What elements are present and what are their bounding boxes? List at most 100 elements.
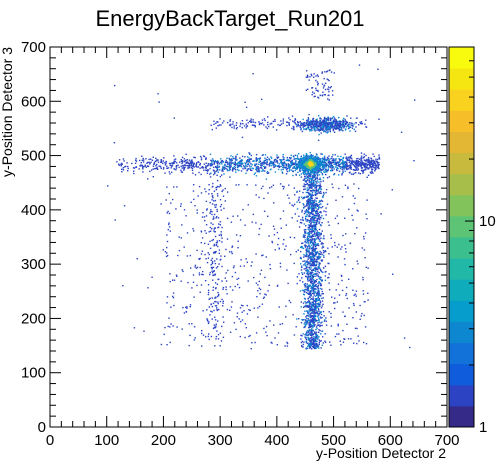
scatter-point bbox=[144, 164, 147, 166]
scatter-point bbox=[221, 265, 223, 268]
scatter-point bbox=[320, 307, 323, 309]
scatter-point bbox=[312, 221, 314, 223]
scatter-point bbox=[338, 127, 341, 130]
scatter-point bbox=[310, 298, 313, 300]
scatter-point bbox=[354, 163, 356, 165]
scatter-point bbox=[247, 162, 250, 165]
scatter-point bbox=[252, 121, 255, 123]
scatter-point bbox=[307, 166, 309, 169]
scatter-point bbox=[356, 209, 358, 211]
scatter-point bbox=[318, 115, 320, 117]
scatter-point bbox=[311, 239, 314, 241]
scatter-point bbox=[303, 290, 305, 292]
scatter-point bbox=[338, 129, 341, 132]
scatter-point bbox=[306, 220, 308, 223]
scatter-point bbox=[212, 197, 214, 199]
scatter-point bbox=[322, 180, 324, 182]
scatter-point bbox=[312, 290, 314, 293]
scatter-point bbox=[332, 161, 334, 164]
scatter-point bbox=[229, 176, 231, 178]
scatter-point bbox=[303, 124, 306, 126]
scatter-point bbox=[309, 76, 311, 78]
scatter-point bbox=[277, 124, 279, 126]
scatter-point bbox=[304, 210, 306, 212]
scatter-point bbox=[355, 166, 357, 168]
scatter-point bbox=[201, 250, 204, 252]
scatter-point bbox=[310, 221, 313, 223]
scatter-point bbox=[344, 118, 346, 121]
scatter-point bbox=[310, 209, 313, 211]
scatter-point bbox=[329, 166, 331, 169]
scatter-point bbox=[307, 155, 309, 157]
scatter-point bbox=[162, 166, 165, 169]
scatter-point bbox=[334, 166, 337, 168]
scatter-point bbox=[329, 126, 331, 128]
scatter-point bbox=[330, 124, 332, 126]
scatter-point bbox=[168, 317, 170, 319]
scatter-point bbox=[306, 153, 308, 156]
scatter-point bbox=[345, 123, 347, 126]
scatter-point bbox=[358, 124, 360, 126]
scatter-point bbox=[315, 163, 317, 165]
scatter-point bbox=[311, 288, 314, 290]
scatter-point bbox=[313, 166, 315, 169]
scatter-point bbox=[318, 336, 320, 338]
scatter-point bbox=[260, 223, 262, 226]
scatter-point bbox=[306, 260, 308, 262]
scatter-point bbox=[309, 160, 312, 163]
scatter-point bbox=[315, 264, 317, 267]
scatter-point bbox=[311, 234, 314, 236]
scatter-point bbox=[317, 128, 319, 130]
scatter-point bbox=[235, 155, 237, 157]
scatter-point bbox=[208, 253, 210, 256]
scatter-point bbox=[303, 291, 306, 293]
scatter-point bbox=[304, 234, 306, 237]
scatter-point bbox=[309, 178, 311, 180]
scatter-point bbox=[271, 162, 273, 165]
scatter-point bbox=[308, 215, 310, 218]
scatter-point bbox=[285, 121, 288, 123]
scatter-point bbox=[308, 166, 310, 168]
scatter-point bbox=[162, 160, 164, 162]
scatter-point bbox=[314, 126, 316, 129]
scatter-point bbox=[372, 164, 374, 167]
scatter-point bbox=[313, 258, 316, 260]
scatter-point bbox=[308, 292, 310, 294]
scatter-point bbox=[259, 164, 262, 166]
scatter-point bbox=[198, 274, 201, 276]
scatter-point bbox=[273, 159, 276, 161]
scatter-point bbox=[303, 341, 305, 343]
scatter-point bbox=[218, 252, 220, 254]
scatter-point bbox=[230, 251, 233, 253]
scatter-point bbox=[308, 113, 310, 116]
scatter-point bbox=[316, 278, 318, 281]
scatter-point bbox=[311, 242, 314, 244]
scatter-point bbox=[311, 225, 313, 227]
scatter-point bbox=[312, 339, 314, 342]
scatter-point bbox=[216, 295, 219, 298]
scatter-point bbox=[184, 166, 186, 169]
scatter-point bbox=[213, 213, 216, 216]
scatter-point bbox=[367, 267, 369, 269]
scatter-point bbox=[304, 241, 306, 243]
scatter-point bbox=[320, 185, 322, 188]
scatter-point bbox=[182, 165, 184, 167]
scatter-point bbox=[307, 204, 310, 206]
scatter-point bbox=[209, 165, 211, 167]
scatter-point bbox=[229, 286, 232, 288]
scatter-point bbox=[316, 157, 319, 160]
scatter-point bbox=[311, 203, 313, 205]
scatter-point bbox=[311, 254, 314, 256]
scatter-point bbox=[342, 122, 344, 124]
scatter-point bbox=[306, 239, 308, 241]
scatter-point bbox=[315, 340, 318, 342]
scatter-point bbox=[247, 156, 249, 158]
scatter-point bbox=[303, 313, 305, 315]
scatter-point bbox=[322, 167, 324, 170]
scatter-point bbox=[311, 287, 313, 289]
scatter-point bbox=[192, 228, 194, 230]
scatter-point bbox=[306, 177, 308, 179]
scatter-point bbox=[256, 163, 258, 165]
scatter-point bbox=[304, 264, 307, 266]
scatter-point bbox=[312, 118, 314, 120]
